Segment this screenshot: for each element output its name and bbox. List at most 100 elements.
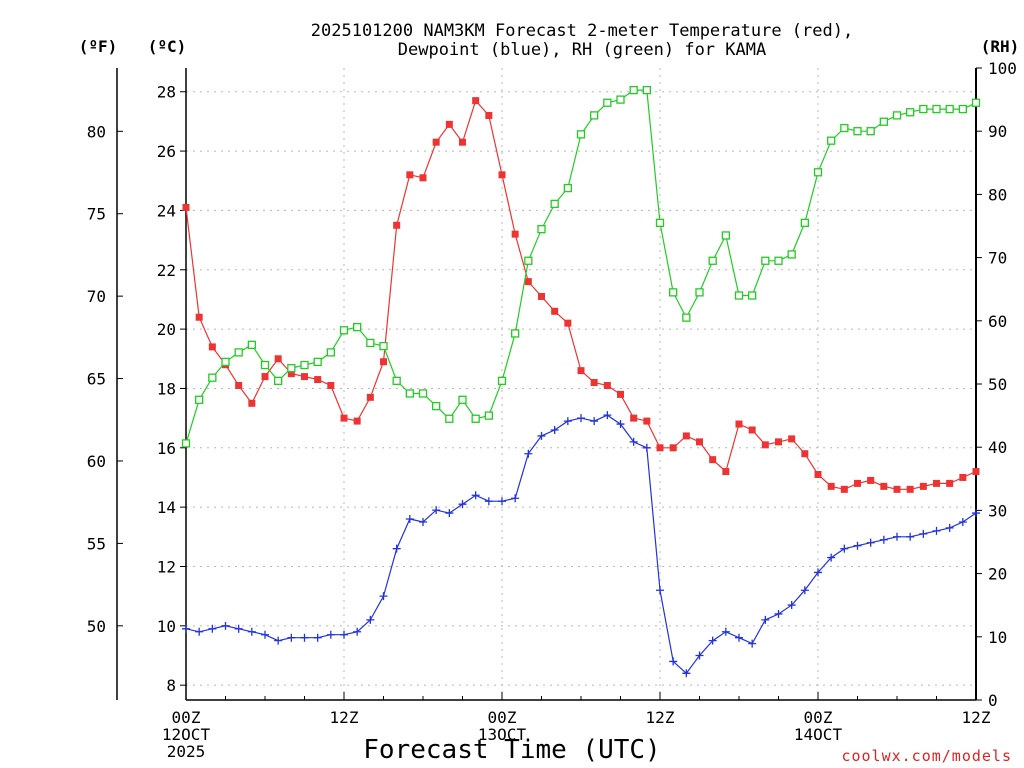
fahrenheit-tick-label: 80 (87, 122, 106, 141)
temperature-point (274, 355, 282, 363)
temperature-point (340, 414, 348, 422)
dewpoint-point (972, 509, 980, 518)
rh-point (379, 341, 388, 351)
rh-point (669, 288, 678, 297)
fahrenheit-tick-label: 70 (87, 287, 106, 306)
rh-point (471, 414, 480, 423)
temperature-point (696, 438, 703, 446)
temperature-point (432, 138, 440, 146)
rh-point (866, 127, 875, 136)
rh-point (906, 108, 915, 117)
temperature-point (393, 221, 401, 229)
axes: 8 10 12 14 16 18 20 22 24 26 28 50 55 60 65 70 75 80 0 10 20… (87, 59, 1017, 761)
temperature-point (748, 426, 756, 434)
temperature-point (577, 367, 585, 375)
dewpoint-point (958, 517, 967, 526)
grid-lines (186, 68, 976, 700)
rh-point (208, 373, 217, 382)
dewpoint-point (748, 639, 757, 648)
celsius-unit-label: (ºC) (148, 37, 187, 56)
rh-point (274, 376, 283, 385)
dewpoint-point (787, 601, 796, 610)
dewpoint-point (287, 633, 296, 642)
celsius-tick-label: 16 (157, 439, 176, 458)
rh-point (971, 98, 981, 107)
dewpoint-point (458, 500, 467, 509)
rh-point (958, 104, 967, 114)
temperature-point (485, 111, 493, 119)
dewpoint-point (182, 624, 190, 633)
data-series (181, 85, 981, 678)
rh-tick-label: 80 (988, 185, 1007, 204)
rh-point (642, 85, 651, 95)
dewpoint-point (682, 669, 691, 678)
rh-point (537, 225, 546, 234)
fahrenheit-tick-label: 55 (87, 534, 106, 553)
temperature-point (380, 358, 387, 366)
dewpoint-point (221, 621, 230, 630)
x-tick-label: 13OCT (478, 725, 527, 744)
temperature-point (761, 441, 769, 449)
celsius-tick-label: 26 (157, 142, 176, 161)
celsius-tick-label: 8 (166, 676, 176, 695)
dewpoint-point (695, 651, 704, 660)
temperature-point (261, 373, 269, 381)
rh-point (418, 389, 428, 398)
rh-point (300, 360, 309, 370)
rh-point (247, 340, 256, 349)
rh-point (840, 123, 849, 133)
rh-point (405, 389, 414, 398)
celsius-tick-label: 24 (157, 201, 176, 220)
rh-point (695, 288, 704, 297)
rh-point (260, 360, 270, 370)
temperature-point (656, 444, 664, 452)
temperature-point (366, 393, 374, 401)
dewpoint-point (353, 627, 362, 636)
dewpoint-point (195, 627, 204, 636)
rh-point (682, 313, 691, 322)
rh-point (432, 401, 441, 411)
dewpoint-point (945, 523, 954, 532)
temperature-line (185, 99, 977, 490)
dewpoint-point (432, 506, 441, 515)
rh-point (655, 218, 665, 227)
temperature-point (630, 414, 638, 422)
rh-tick-label: 50 (988, 375, 1007, 394)
dewpoint-point (484, 497, 493, 506)
dewpoint-point (326, 630, 335, 639)
rh-point (603, 98, 612, 107)
celsius-tick-label: 12 (157, 557, 176, 576)
chart-title-line2: Dewpoint (blue), RH (green) for KAMA (398, 40, 766, 60)
rh-tick-label: 10 (988, 628, 1007, 647)
rh-point (221, 357, 230, 367)
x-axis-label: Forecast Time (UTC) (363, 735, 660, 765)
rh-point (827, 136, 836, 145)
celsius-tick-label: 10 (157, 617, 176, 636)
temperature-point (919, 482, 927, 490)
celsius-tick-label: 18 (157, 379, 176, 398)
temperature-point (946, 479, 954, 487)
rh-point (853, 127, 862, 136)
temperature-point (498, 171, 506, 179)
dewpoint-point (208, 624, 217, 633)
temperature-point (353, 417, 361, 425)
temperature-point (524, 278, 532, 286)
credit-text: coolwx.com/models (841, 747, 1012, 765)
rh-tick-label: 70 (988, 249, 1007, 268)
temperature-point (406, 171, 414, 179)
rh-point (313, 357, 322, 367)
temperature-point (248, 399, 256, 407)
x-tick-label: 12Z (962, 708, 991, 727)
chart-title-line1: 2025101200 NAM3KM Forecast 2-meter Tempe… (311, 21, 853, 41)
rh-tick-label: 20 (988, 565, 1007, 584)
dewpoint-point (405, 515, 414, 524)
dewpoint-point (419, 517, 427, 526)
x-tick-label: 00Z (488, 708, 517, 727)
celsius-tick-label: 14 (157, 498, 176, 517)
rh-point (458, 395, 467, 404)
dewpoint-point (919, 529, 928, 538)
rh-point (734, 291, 744, 300)
fahrenheit-tick-label: 50 (87, 617, 106, 636)
rh-point (590, 111, 599, 120)
dewpoint-point (721, 627, 730, 636)
